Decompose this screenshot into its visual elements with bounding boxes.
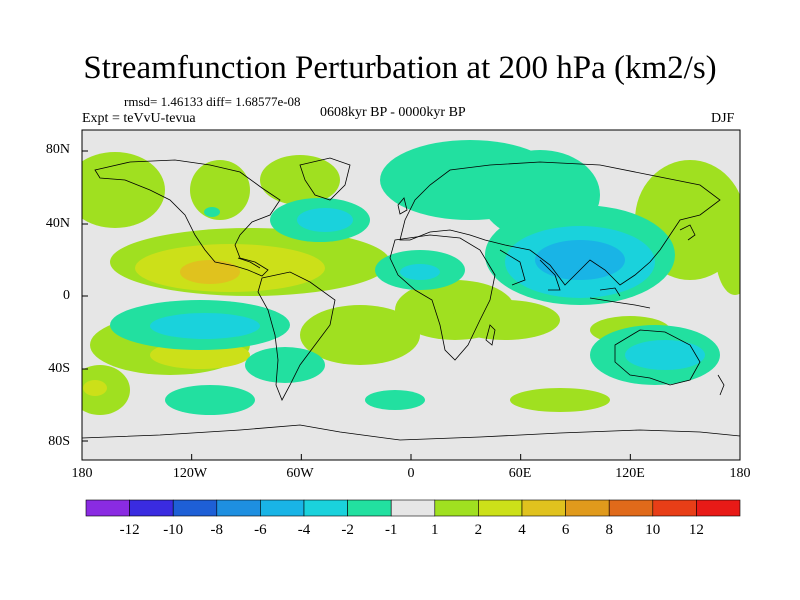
colorbar-label: 12	[689, 522, 704, 538]
lon-label-0: 0	[407, 466, 415, 481]
colorbar-label: 10	[645, 522, 660, 538]
colorbar-swatch	[652, 499, 697, 517]
colorbar-label: 2	[475, 522, 483, 538]
lon-label-180e: 180	[729, 466, 751, 481]
colorbar-swatch	[696, 499, 741, 517]
lon-label-60e: 60E	[508, 466, 532, 481]
colorbar-swatch	[303, 499, 348, 517]
colorbar-label: -2	[341, 522, 354, 538]
colorbar-label: 1	[431, 522, 439, 538]
colorbar-swatch	[347, 499, 392, 517]
axis-ticks	[81, 150, 741, 460]
colorbar-swatch	[129, 499, 174, 517]
lat-label-40s: 40S	[48, 361, 70, 376]
colorbar-label: -4	[298, 522, 311, 538]
stats-text: rmsd= 1.46133 diff= 1.68577e-08	[124, 94, 301, 109]
map-title: Streamfunction Perturbation at 200 hPa (…	[83, 50, 717, 86]
colorbar-label: 4	[518, 522, 526, 538]
lat-label-80n: 80N	[45, 142, 70, 157]
colorbar-label: 8	[605, 522, 613, 538]
season-label: DJF	[711, 111, 735, 126]
colorbar-label: 6	[562, 522, 570, 538]
colorbar-swatch	[608, 499, 654, 517]
lat-label-80s: 80S	[48, 434, 70, 449]
colorbar-label: -1	[385, 522, 398, 538]
coastlines	[82, 157, 740, 441]
colorbar-label: -10	[163, 522, 183, 538]
colorbar-label: -8	[211, 522, 224, 538]
lon-label-60w: 60W	[286, 466, 314, 481]
experiment-label: Expt = teVvU-tevua	[82, 111, 196, 126]
lon-label-120e: 120E	[615, 466, 645, 481]
colorbar-swatch	[565, 499, 610, 517]
colorbar-swatch	[434, 499, 479, 517]
lat-label-40n: 40N	[45, 216, 70, 231]
lon-label-120w: 120W	[172, 466, 208, 481]
colorbar-swatch	[521, 499, 566, 517]
period-label: 0608kyr BP - 0000kyr BP	[320, 105, 466, 120]
colorbar-label: -12	[120, 522, 140, 538]
colorbar-swatch	[390, 499, 436, 517]
colorbar-swatch	[85, 499, 130, 517]
lon-label-180w: 180	[71, 466, 93, 481]
colorbar-label: -6	[254, 522, 267, 538]
lat-label-0: 0	[63, 288, 70, 303]
colorbar-swatch	[216, 499, 261, 517]
colorbar-swatch	[478, 499, 523, 517]
colorbar-swatch	[172, 499, 218, 517]
colorbar-swatch	[260, 499, 305, 517]
